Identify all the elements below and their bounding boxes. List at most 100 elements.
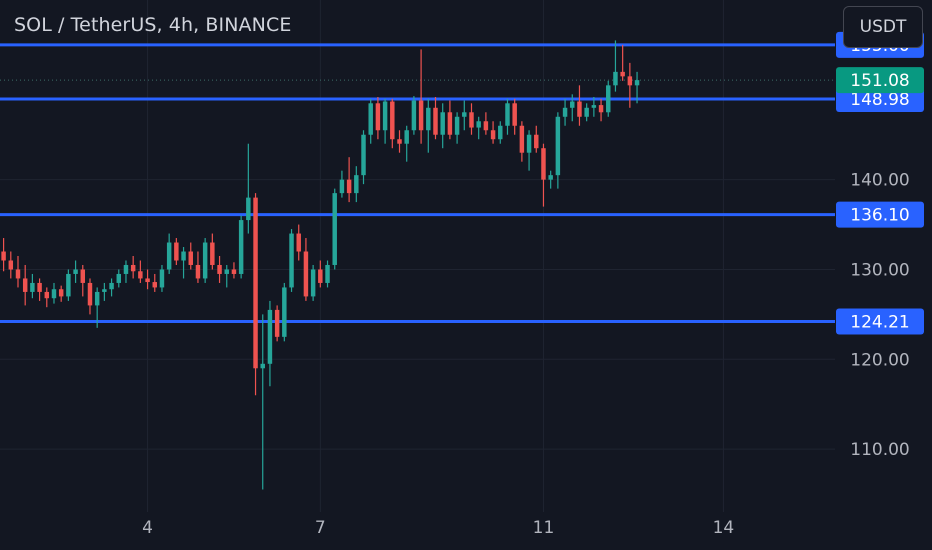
candle-body (526, 134, 532, 153)
horizontal-levels (0, 43, 835, 323)
candle (202, 238, 208, 283)
candle-body (534, 134, 539, 149)
level-price-badge: 136.10 (836, 201, 924, 228)
candle-body (37, 282, 42, 292)
candle (418, 49, 424, 144)
x-tick-label: 7 (315, 518, 326, 538)
candle (217, 256, 222, 283)
last-price-badge-bg (836, 67, 924, 94)
candle-body (447, 112, 453, 135)
candle-body (87, 282, 93, 306)
time-axis[interactable]: 4 7 11 14 (142, 518, 734, 538)
candle-body (145, 278, 150, 283)
level-price-badge-bg (836, 308, 924, 335)
candle (548, 170, 553, 189)
level-price-badge-label: 148.98 (850, 90, 909, 110)
candle-body (310, 269, 316, 297)
candle-body (44, 291, 50, 299)
candle (102, 282, 107, 301)
candle-body (325, 264, 330, 283)
candle-body (548, 175, 553, 180)
candle-body (591, 105, 597, 108)
candle (462, 100, 467, 131)
candle (526, 130, 532, 171)
candle-body (174, 242, 179, 261)
candle (440, 103, 445, 149)
candle-body (1, 251, 6, 261)
y-tick-label: 130.00 (850, 260, 909, 280)
x-tick-label: 11 (533, 518, 555, 538)
candle-body (570, 101, 575, 108)
candle-body (634, 80, 640, 86)
candle-body (166, 242, 172, 270)
candle (1, 238, 6, 272)
candle (296, 224, 301, 261)
candle (325, 260, 330, 288)
candle-body (613, 71, 618, 86)
candle (238, 215, 244, 279)
candle-body (454, 116, 460, 135)
candle (512, 98, 517, 135)
candle-body (462, 112, 467, 117)
candle (80, 264, 86, 297)
candle-body (577, 101, 582, 117)
candle-body (606, 85, 611, 113)
candle-body (123, 264, 129, 274)
candle-body (339, 179, 345, 194)
last-price-badge: 151.08 (836, 67, 924, 94)
level-price-badge: 124.21 (836, 308, 924, 335)
candle-body (66, 273, 71, 297)
candle (289, 229, 294, 292)
candle (44, 287, 50, 308)
candle-body (296, 233, 301, 252)
candle (224, 264, 229, 288)
candle (375, 97, 381, 140)
candle (66, 269, 71, 301)
candle (634, 71, 640, 104)
chart-title: SOL / TetherUS, 4h, BINANCE (14, 14, 292, 36)
grid (0, 0, 835, 512)
candle (246, 143, 251, 234)
candle (577, 85, 582, 126)
candle-body (130, 264, 136, 272)
candle-body (15, 269, 21, 279)
level-price-badge-label: 124.21 (850, 312, 909, 332)
candle (591, 97, 597, 117)
candle-body (8, 260, 14, 270)
candle (620, 44, 625, 81)
candle-body (555, 116, 561, 176)
candle (174, 238, 179, 265)
candle (361, 130, 366, 185)
candle-body (433, 107, 438, 135)
price-axis[interactable]: 110.00 120.00 130.00 140.00 (850, 171, 909, 460)
candle-body (267, 309, 273, 364)
candle-body (260, 363, 265, 369)
candle (282, 282, 287, 342)
candle-body (541, 148, 546, 180)
candle (87, 278, 93, 315)
candle-body (368, 103, 373, 135)
candle-body (505, 103, 510, 126)
candle (15, 256, 21, 288)
candle-body (490, 130, 496, 140)
candle-body (246, 197, 251, 221)
candle (469, 103, 474, 135)
candle (354, 166, 359, 203)
candle-body (282, 287, 287, 337)
y-tick-label: 110.00 (850, 440, 909, 460)
y-tick-label: 120.00 (850, 350, 909, 370)
candle (138, 260, 143, 283)
candle-body (195, 264, 201, 279)
candle (188, 242, 193, 270)
candle (159, 264, 165, 292)
candle-body (361, 134, 366, 176)
candle (483, 112, 489, 135)
candle (562, 98, 568, 126)
currency-button[interactable]: USDT (843, 6, 923, 48)
candle-body (519, 125, 525, 153)
candle-body (238, 220, 244, 274)
candle (411, 96, 417, 135)
candle-body (346, 179, 352, 194)
